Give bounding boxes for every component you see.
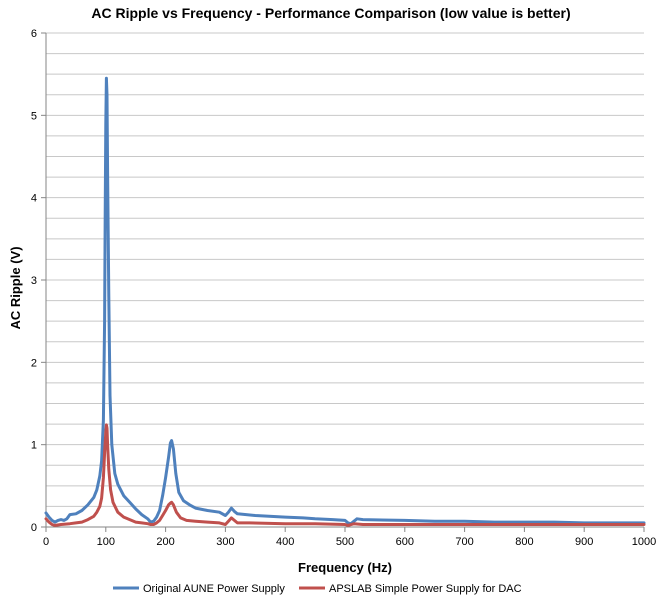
y-tick-labels: 0 1 2 3 4 5 6 [31,28,46,534]
x-tick-label: 500 [336,536,354,548]
x-tick-label: 900 [575,536,593,548]
y-tick-label: 0 [31,522,37,534]
x-tick-label: 700 [455,536,473,548]
series-line-2 [44,423,646,527]
x-tick-label: 200 [156,536,174,548]
y-tick-label: 3 [31,275,37,287]
x-tick-label: 100 [97,536,115,548]
legend-label-2: APSLAB Simple Power Supply for DAC [329,583,522,595]
x-tick-label: 400 [276,536,294,548]
y-axis-title: AC Ripple (V) [8,246,23,329]
y-tick-label: 4 [31,193,37,205]
y-tick-label: 6 [31,28,37,40]
series-lines [44,76,646,527]
legend: Original AUNE Power Supply APSLAB Simple … [113,583,522,595]
x-tick-label: 800 [515,536,533,548]
x-tick-labels: 0 100 200 300 400 500 600 700 800 900 1000 [43,527,656,548]
x-tick-label: 1000 [632,536,656,548]
x-axis-title: Frequency (Hz) [298,560,392,575]
legend-label-1: Original AUNE Power Supply [143,583,285,595]
y-tick-label: 5 [31,110,37,122]
x-tick-label: 600 [396,536,414,548]
y-tick-label: 1 [31,440,37,452]
gridlines [46,32,644,507]
x-tick-label: 300 [216,536,234,548]
chart-title: AC Ripple vs Frequency - Performance Com… [91,5,570,21]
y-tick-label: 2 [31,357,37,369]
x-tick-label: 0 [43,536,49,548]
